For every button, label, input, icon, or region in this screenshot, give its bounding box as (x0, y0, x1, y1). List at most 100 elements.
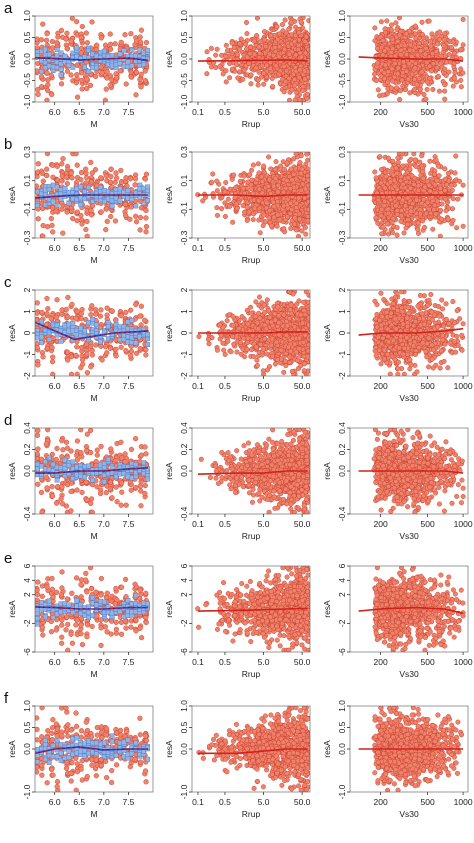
data-point (305, 173, 310, 178)
data-point (237, 41, 242, 46)
data-point (396, 66, 401, 71)
data-point (65, 358, 70, 363)
data-point (249, 168, 254, 173)
y-tick-label: 0.5 (337, 31, 347, 43)
data-point (418, 207, 423, 212)
data-point (93, 312, 98, 317)
data-point (429, 44, 434, 49)
data-point (79, 170, 84, 175)
data-point (79, 35, 84, 40)
data-point (287, 76, 292, 81)
data-point (224, 43, 229, 48)
y-tick-label: -0.3 (179, 230, 189, 245)
data-point (44, 38, 49, 43)
data-point (297, 196, 302, 201)
data-point (65, 315, 70, 320)
data-point (266, 184, 271, 189)
data-point (123, 348, 128, 353)
data-point (93, 167, 98, 172)
data-point (215, 213, 220, 218)
data-point (385, 80, 390, 85)
data-point (292, 39, 297, 44)
data-point (79, 51, 84, 56)
data-point (379, 231, 384, 236)
data-point (389, 28, 394, 33)
binned-point (122, 49, 126, 53)
data-point (374, 176, 379, 181)
data-point (113, 180, 118, 185)
data-point (45, 82, 50, 87)
data-point (409, 157, 414, 162)
y-tick-label: 0.1 (337, 174, 347, 186)
data-point (438, 186, 443, 191)
data-point (293, 65, 298, 70)
binned-point (102, 49, 106, 53)
data-point (270, 84, 275, 89)
binned-point (79, 185, 83, 189)
data-point (98, 175, 103, 180)
x-axis-label: M (90, 119, 97, 129)
data-point (432, 207, 437, 212)
data-point (427, 183, 432, 188)
y-tick-label: 0.1 (22, 174, 32, 186)
data-point (114, 171, 119, 176)
data-point (133, 176, 138, 181)
data-point (298, 160, 303, 165)
data-point (84, 60, 89, 65)
data-point (219, 206, 224, 211)
binned-point (47, 187, 51, 191)
data-point (123, 310, 128, 315)
data-point (249, 73, 254, 78)
data-point (55, 35, 60, 40)
data-point (390, 67, 395, 72)
data-point (413, 24, 418, 29)
data-point (425, 87, 430, 92)
x-axis-label: M (90, 255, 97, 265)
data-point (306, 207, 311, 212)
x-tick-label: 0.5 (219, 107, 231, 117)
data-point (143, 177, 148, 182)
data-point (247, 210, 252, 215)
data-point (232, 45, 237, 50)
data-point (299, 20, 304, 25)
data-point (257, 45, 262, 50)
data-point (39, 37, 44, 42)
scatter-points (359, 15, 466, 102)
data-point (241, 186, 246, 191)
data-point (289, 20, 294, 25)
data-point (416, 188, 421, 193)
data-point (267, 52, 272, 57)
data-point (379, 19, 384, 24)
data-point (444, 208, 449, 213)
data-point (259, 174, 264, 179)
panel-letter-c: c (4, 274, 12, 291)
data-point (257, 51, 262, 56)
data-point (133, 182, 138, 187)
data-point (461, 183, 466, 188)
data-point (65, 69, 70, 74)
panel-letter-a: a (4, 0, 13, 17)
x-axis-label: Rrup (242, 119, 261, 129)
data-point (427, 19, 432, 24)
data-point (396, 160, 401, 165)
data-point (90, 20, 95, 25)
data-point (377, 93, 382, 98)
data-point (395, 233, 400, 238)
data-point (108, 346, 113, 351)
data-point (50, 355, 55, 360)
data-point (243, 42, 248, 47)
data-point (143, 69, 148, 74)
data-point (138, 228, 143, 233)
data-point (35, 37, 40, 42)
data-point (74, 353, 79, 358)
data-point (39, 74, 44, 79)
data-point (261, 71, 266, 76)
data-point (404, 69, 409, 74)
data-point (409, 209, 414, 214)
data-point (278, 217, 283, 222)
data-point (297, 217, 302, 222)
data-point (275, 199, 280, 204)
data-point (273, 176, 278, 181)
data-point (389, 50, 394, 55)
